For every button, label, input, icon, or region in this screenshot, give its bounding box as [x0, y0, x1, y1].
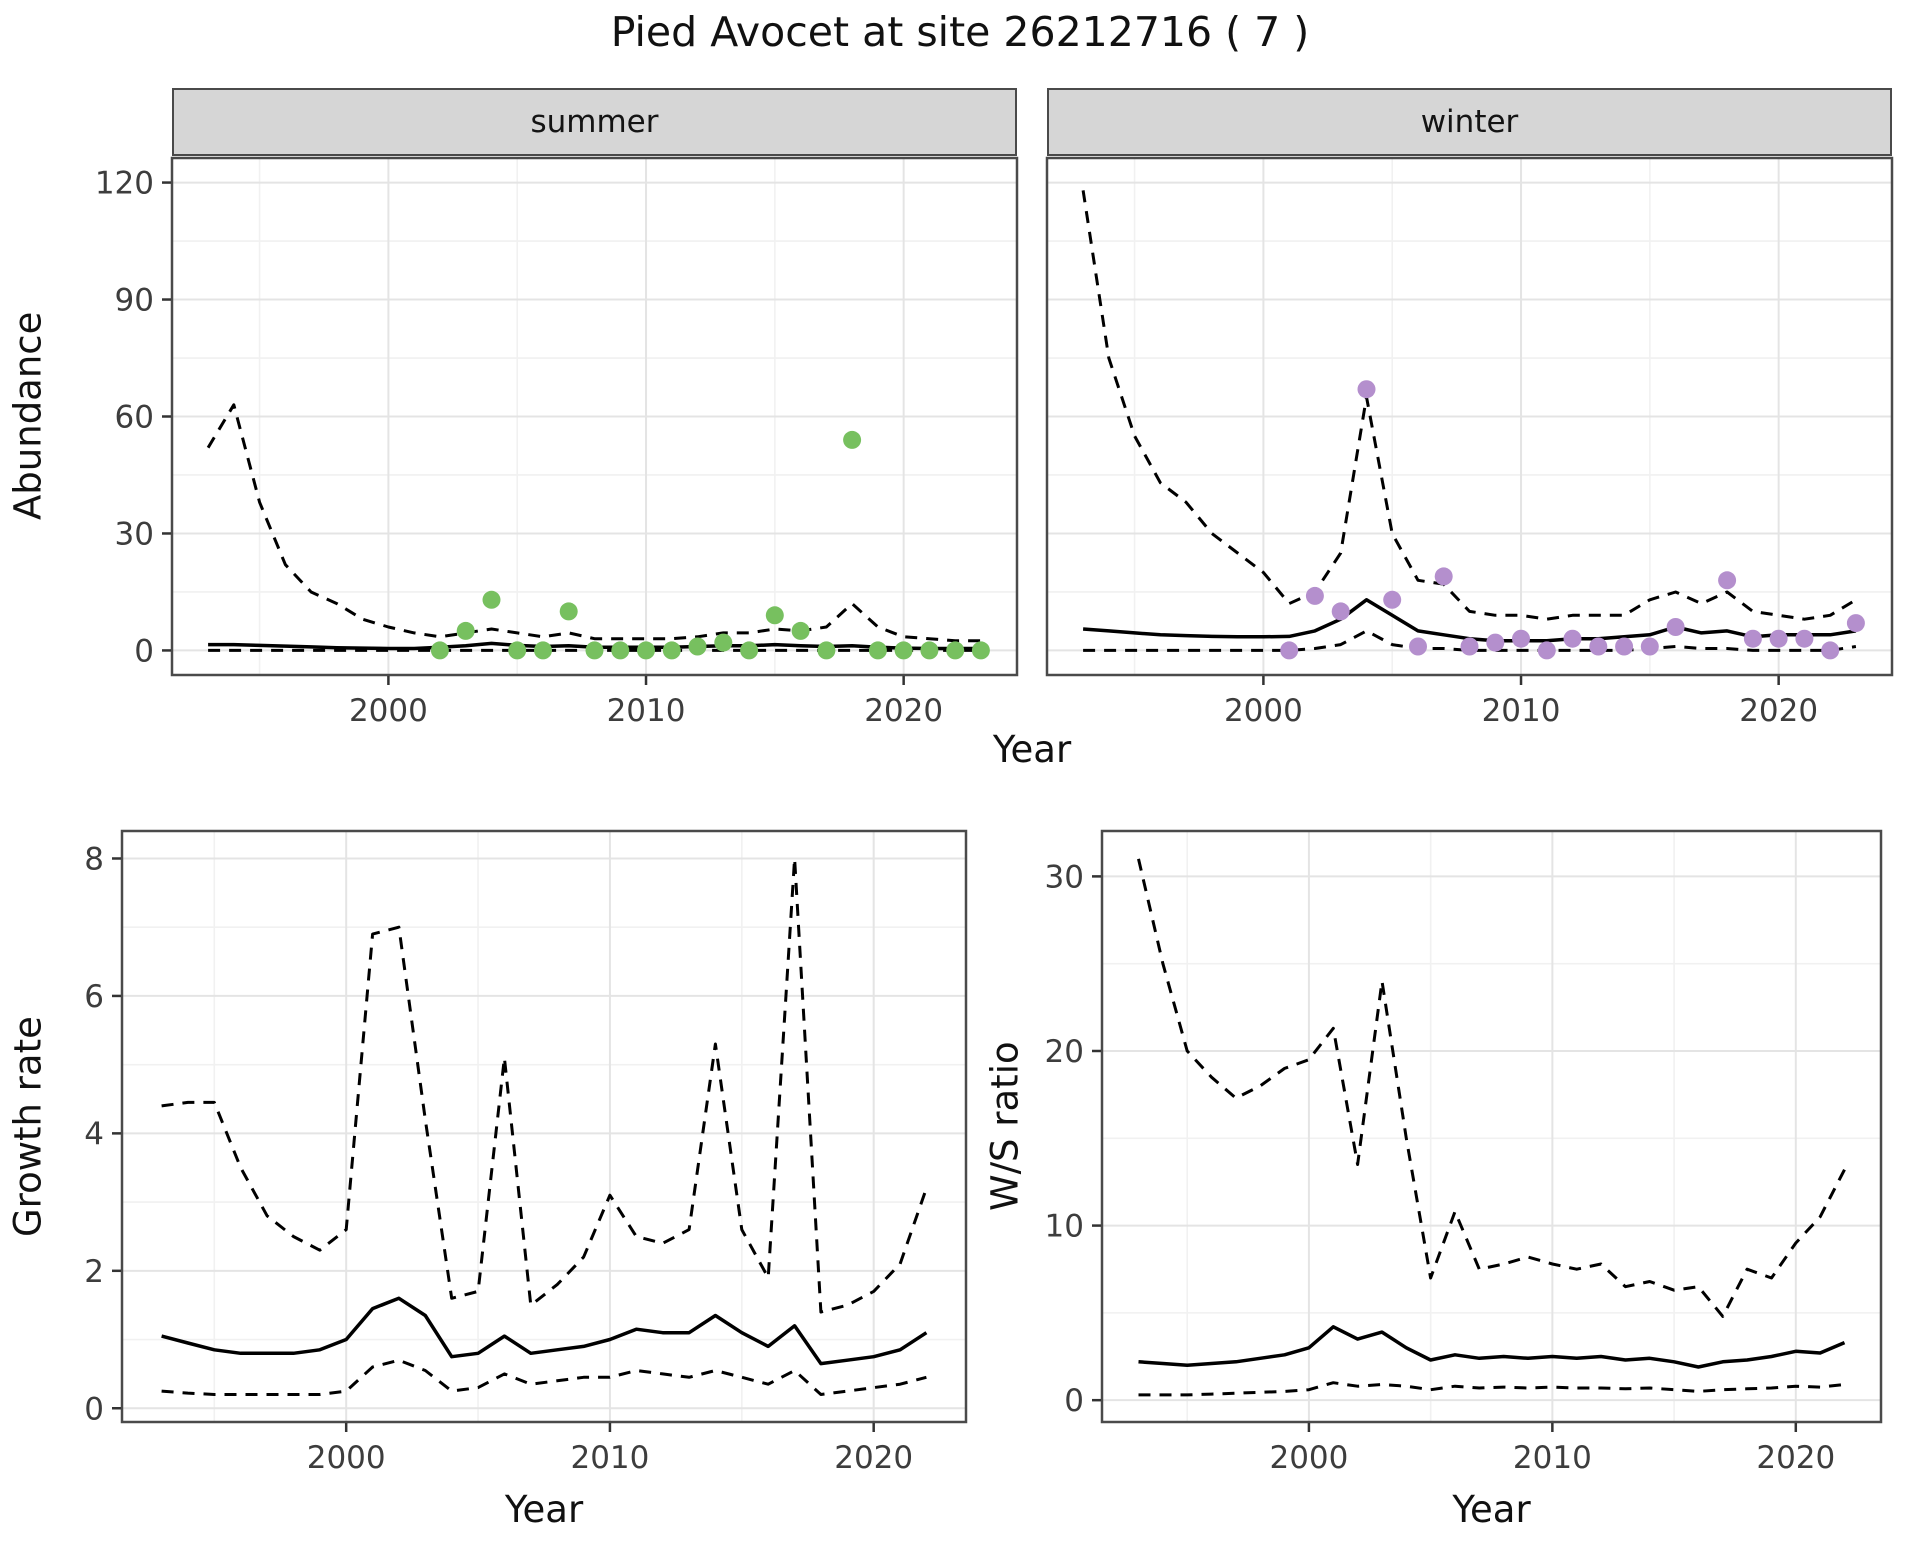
- svg-text:10: 10: [1045, 1209, 1084, 1245]
- series-upper-ci: [1137, 858, 1846, 1318]
- series-lower-ci: [1138, 1381, 1845, 1397]
- svg-text:0: 0: [134, 633, 154, 669]
- svg-text:2: 2: [84, 1254, 104, 1290]
- grid-major: [122, 831, 966, 1422]
- y-axis-label-ws-ratio: W/S ratio: [983, 1041, 1027, 1212]
- axis-ticks: 2000 2010 2020 0 30 60 90 120: [95, 166, 943, 729]
- series-upper-ci: [206, 403, 981, 643]
- svg-text:2010: 2010: [1513, 1440, 1592, 1476]
- svg-text:2020: 2020: [1756, 1440, 1835, 1476]
- svg-text:0: 0: [84, 1391, 104, 1427]
- panel-border: [1045, 156, 1894, 677]
- series-lower-ci: [1083, 629, 1857, 652]
- x-axis-label-year-top: Year: [992, 728, 1072, 771]
- axis-ticks: 2000 2010 2020 0 2 4 6 8: [84, 841, 913, 1476]
- chart-title: Pied Avocet at site 26212716 ( 7 ): [610, 8, 1310, 56]
- svg-text:2020: 2020: [864, 693, 943, 729]
- svg-text:2000: 2000: [1224, 693, 1303, 729]
- svg-text:6: 6: [84, 979, 104, 1015]
- grid-minor: [1102, 831, 1881, 1422]
- svg-text:0: 0: [1064, 1383, 1084, 1419]
- facet-label-winter: winter: [1420, 104, 1519, 140]
- svg-text:2000: 2000: [349, 693, 428, 729]
- points-observed-summer-abundance: [430, 430, 990, 660]
- facet-strip-winter: winter: [1047, 88, 1892, 156]
- svg-text:90: 90: [115, 283, 154, 319]
- svg-text:60: 60: [115, 400, 154, 436]
- abundance-winter-plot: 2000 2010 2020: [1045, 156, 1894, 729]
- svg-text:8: 8: [84, 841, 104, 877]
- axis-ticks: 2000 2010 2020 0 10 20 30: [1045, 859, 1836, 1476]
- x-axis-label-year-bottom-right: Year: [1452, 1488, 1531, 1531]
- panel-border: [1100, 829, 1883, 1424]
- x-axis-label-year-bottom-left: Year: [504, 1488, 584, 1531]
- facet-strip-summer: summer: [172, 88, 1017, 156]
- grid-minor: [122, 831, 966, 1422]
- svg-text:2010: 2010: [1482, 693, 1561, 729]
- svg-text:2010: 2010: [607, 693, 686, 729]
- grid-major: [1102, 831, 1881, 1422]
- points-observed-winter-abundance: [1280, 380, 1865, 660]
- series-upper-ci: [161, 857, 928, 1314]
- series-median: [161, 1296, 928, 1366]
- panel-background: [1102, 831, 1881, 1422]
- series-median: [1138, 1325, 1846, 1369]
- svg-text:30: 30: [1045, 859, 1084, 895]
- svg-text:2010: 2010: [570, 1440, 649, 1476]
- svg-text:20: 20: [1045, 1034, 1084, 1070]
- growth-rate-plot: 2000 2010 2020 0 2 4 6 8: [84, 829, 968, 1476]
- series-upper-ci: [1081, 190, 1857, 621]
- panel-border: [120, 829, 968, 1424]
- facet-label-summer: summer: [530, 104, 659, 140]
- y-axis-label-growth-rate: Growth rate: [6, 1016, 50, 1237]
- panel-border: [170, 156, 1019, 677]
- ws-ratio-plot: 2000 2010 2020 0 10 20 30: [1045, 829, 1883, 1476]
- svg-text:2020: 2020: [834, 1440, 913, 1476]
- svg-text:30: 30: [115, 516, 154, 552]
- series-lower-ci: [161, 1358, 927, 1396]
- axis-ticks: 2000 2010 2020: [1224, 676, 1818, 729]
- svg-text:2000: 2000: [307, 1440, 386, 1476]
- svg-text:2000: 2000: [1269, 1440, 1348, 1476]
- abundance-summer-plot: 2000 2010 2020 0 30 60 90 120: [95, 156, 1019, 729]
- panel-background: [122, 831, 966, 1422]
- svg-text:120: 120: [95, 166, 154, 202]
- svg-text:2020: 2020: [1739, 693, 1818, 729]
- svg-text:4: 4: [84, 1116, 104, 1152]
- y-axis-label-abundance: Abundance: [6, 311, 50, 520]
